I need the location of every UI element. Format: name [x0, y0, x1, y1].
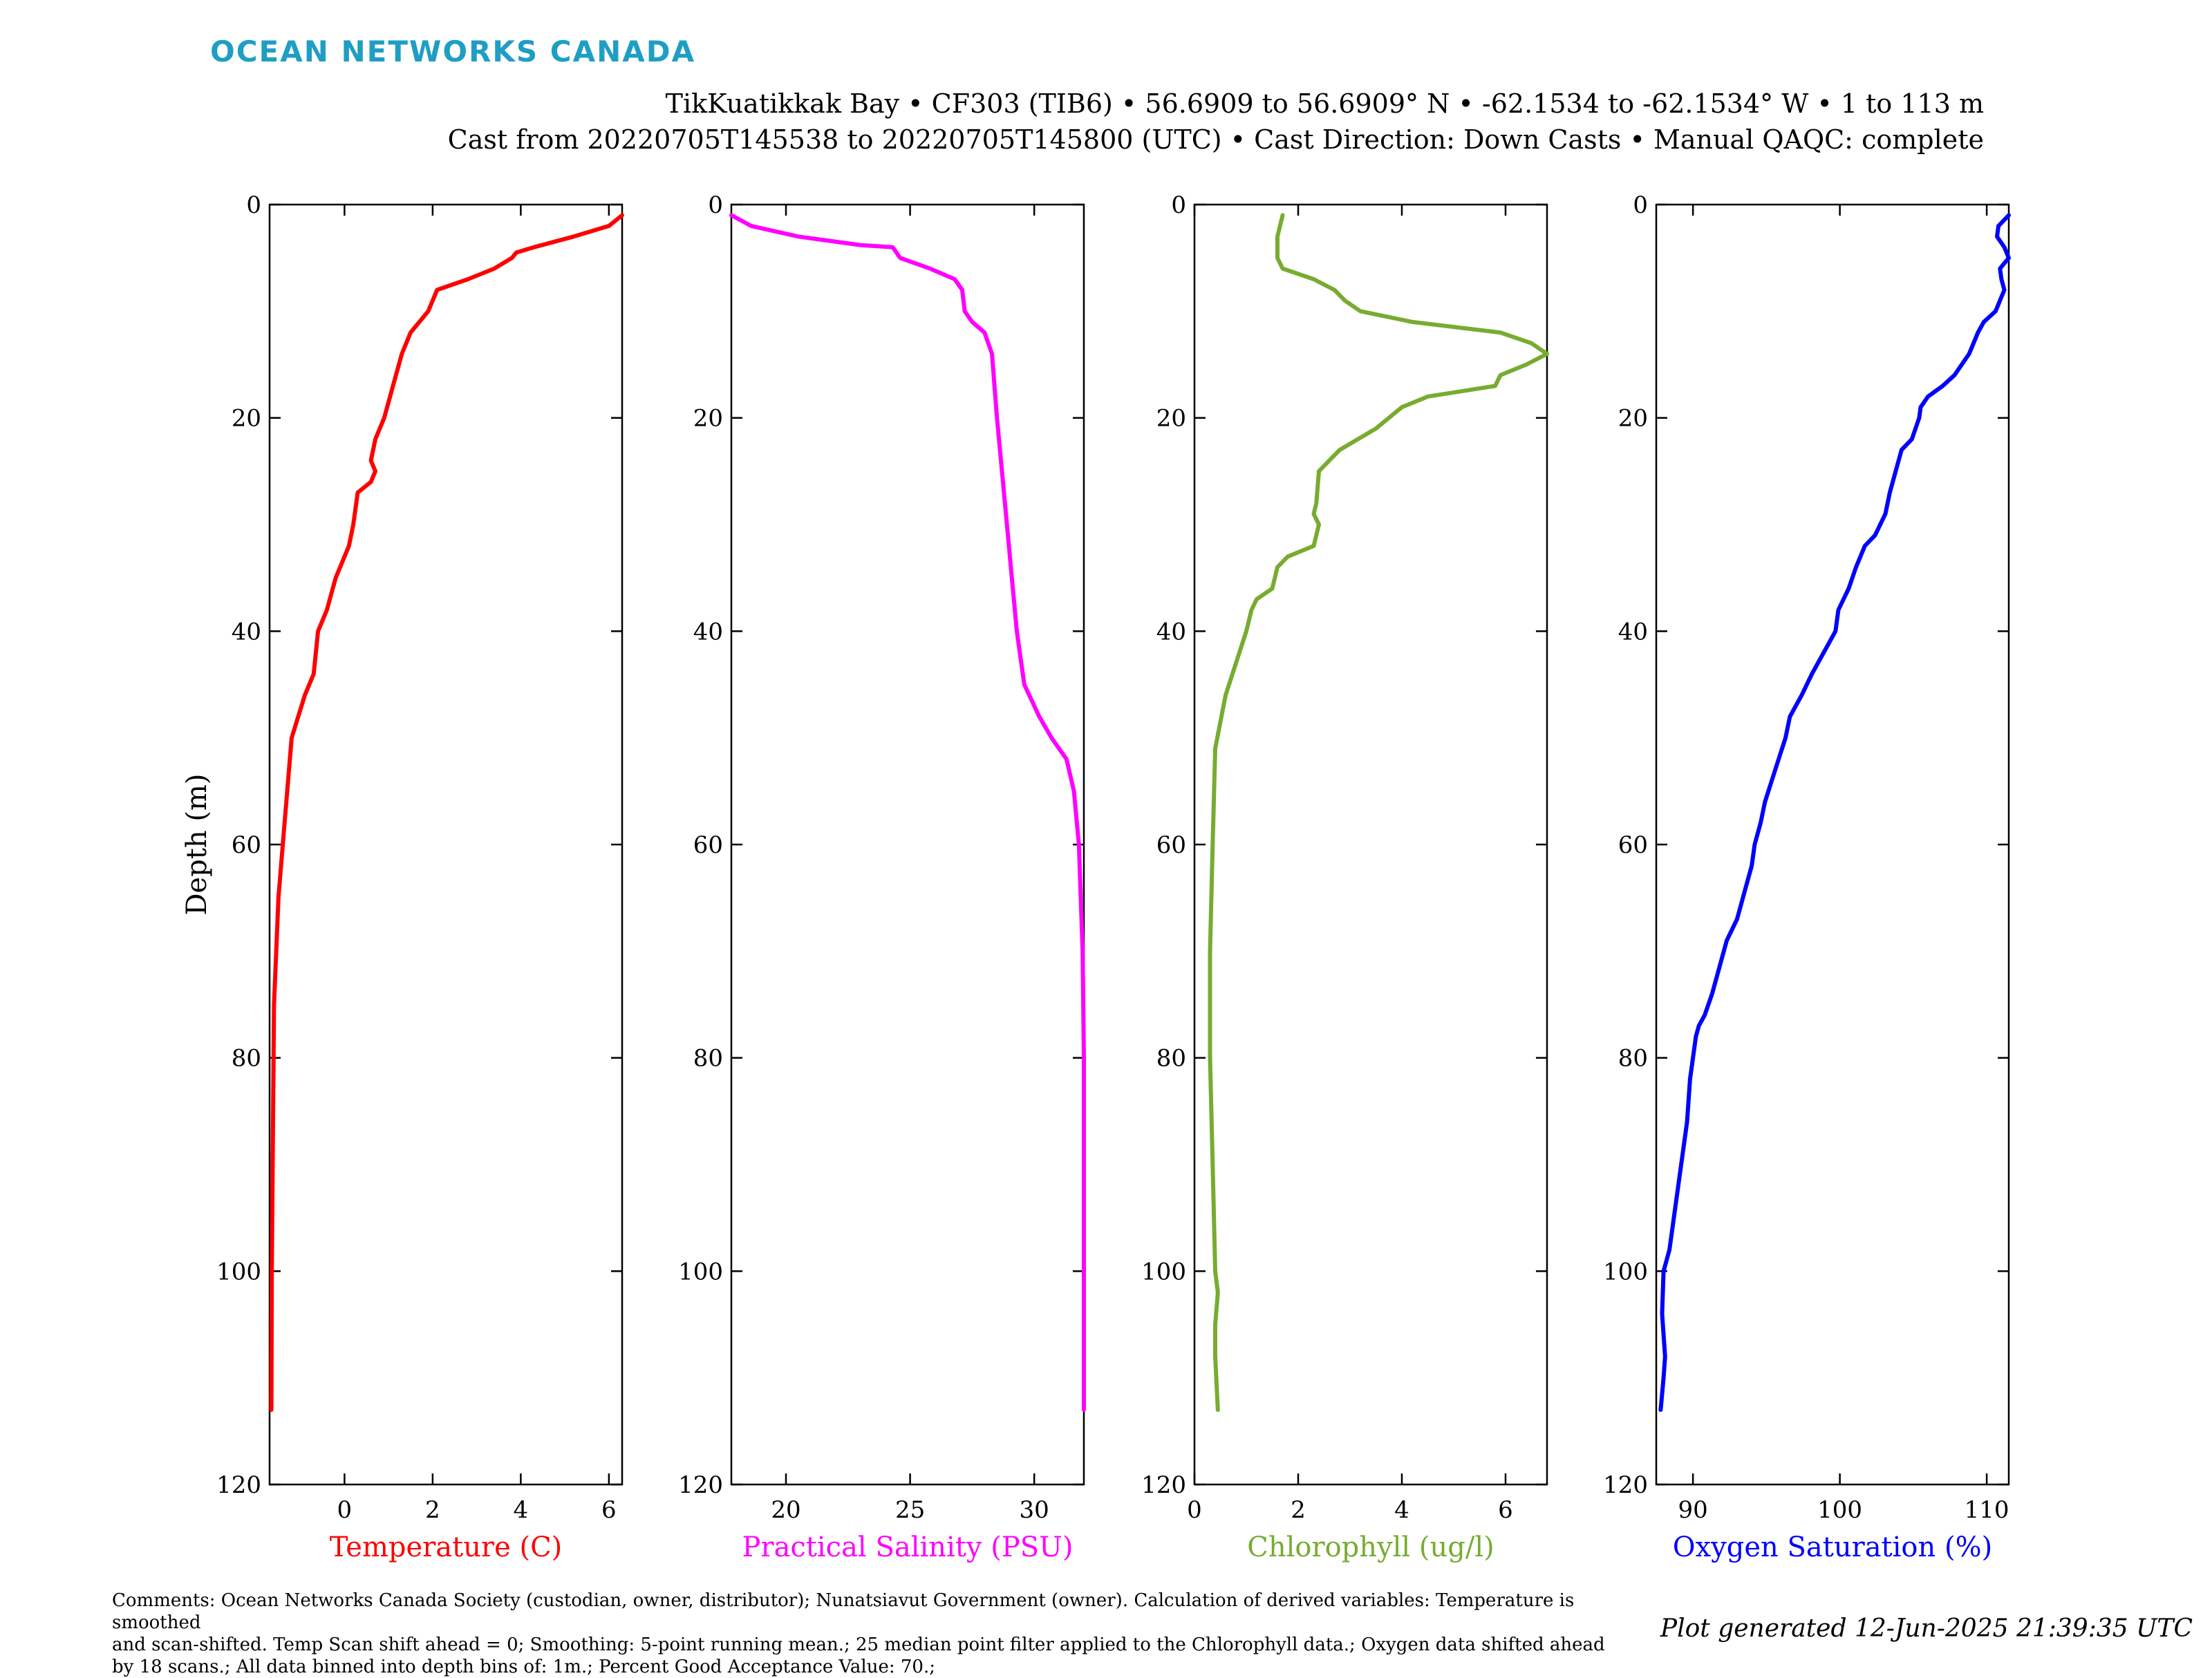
y-tick-label: 120 [678, 1471, 723, 1499]
y-tick-label: 60 [693, 831, 723, 859]
x-tick-label: 0 [337, 1496, 353, 1524]
ocean-networks-canada-logo: OCEAN NETWORKS CANADA [210, 35, 696, 68]
x-tick-label: 30 [1020, 1496, 1049, 1524]
y-tick-label: 100 [1141, 1258, 1186, 1285]
y-tick-label: 100 [1603, 1258, 1648, 1285]
temperature-axis-label: Temperature (C) [330, 1531, 563, 1563]
x-tick-label: 90 [1678, 1496, 1707, 1524]
x-tick-label: 2 [1291, 1496, 1306, 1524]
oxygen-panel: 0 20 40 60 80 100 120 90 100 110 Oxygen Saturation… [1603, 191, 2011, 1563]
salinity-axes-box [730, 203, 1085, 1486]
y-tick-label: 100 [216, 1258, 261, 1285]
y-tick-label: 40 [693, 618, 723, 645]
y-tick-label: 80 [693, 1045, 723, 1073]
oxygen-profile-line [1658, 213, 2011, 1412]
temperature-profile-line [269, 213, 624, 1412]
y-tick-label: 20 [1156, 405, 1186, 433]
header-cast-line: Cast from 20220705T145538 to 20220705T14… [447, 124, 1984, 155]
y-tick-label: 80 [1618, 1045, 1648, 1073]
y-tick-label: 20 [232, 405, 261, 433]
x-tick-label: 2 [425, 1496, 440, 1524]
oxygen-axis-label: Oxygen Saturation (%) [1673, 1531, 1992, 1563]
chlorophyll-axes-box [1193, 203, 1548, 1486]
y-tick-label: 0 [1171, 191, 1186, 219]
x-tick-label: 20 [771, 1496, 800, 1524]
x-tick-label: 100 [1817, 1496, 1862, 1524]
y-tick-label: 0 [1633, 191, 1648, 219]
x-tick-label: 4 [1394, 1496, 1409, 1524]
comments-line-1: Comments: Ocean Networks Canada Society … [112, 1590, 1575, 1633]
plot-generated-timestamp: Plot generated 12-Jun-2025 21:39:35 UTC [1660, 1614, 2193, 1643]
y-tick-label: 60 [232, 831, 261, 859]
comments-line-3: by 18 scans.; All data binned into depth… [112, 1657, 935, 1677]
y-tick-label: 60 [1618, 831, 1648, 859]
salinity-profile-line [729, 213, 1086, 1412]
salinity-panel: 0 20 40 60 80 100 120 20 25 30 Practical Salinity … [678, 191, 1086, 1563]
y-tick-label: 120 [216, 1471, 261, 1499]
temperature-axes-box [268, 203, 624, 1486]
y-tick-label: 40 [232, 618, 261, 645]
header-location-line: TikKuatikkak Bay • CF303 (TIB6) • 56.690… [665, 88, 1984, 119]
oxygen-axes-box [1655, 203, 2010, 1486]
comments-block: Comments: Ocean Networks Canada Society … [112, 1590, 1653, 1678]
y-tick-label: 40 [1618, 618, 1648, 645]
chlorophyll-profile-line [1208, 213, 1549, 1412]
y-tick-label: 100 [678, 1258, 723, 1285]
y-tick-label: 60 [1156, 831, 1186, 859]
comments-line-2: and scan-shifted. Temp Scan shift ahead … [112, 1634, 1605, 1655]
x-tick-label: 110 [1965, 1496, 2009, 1524]
y-tick-label: 20 [1618, 405, 1648, 433]
y-tick-label: 0 [246, 191, 261, 219]
depth-axis-label: Depth (m) [181, 773, 213, 915]
y-tick-label: 0 [708, 191, 723, 219]
y-tick-label: 80 [232, 1045, 261, 1073]
x-tick-label: 6 [1498, 1496, 1513, 1524]
x-tick-label: 4 [514, 1496, 529, 1524]
temperature-panel: 0 20 40 60 80 100 120 0 2 4 6 Temperature (C) Depth … [181, 191, 624, 1563]
x-tick-label: 25 [895, 1496, 925, 1524]
y-tick-label: 80 [1156, 1045, 1186, 1073]
y-tick-label: 120 [1603, 1471, 1648, 1499]
y-tick-label: 120 [1141, 1471, 1186, 1499]
x-tick-label: 0 [1187, 1496, 1202, 1524]
x-tick-label: 6 [601, 1496, 617, 1524]
y-tick-label: 40 [1156, 618, 1186, 645]
chlorophyll-axis-label: Chlorophyll (ug/l) [1247, 1531, 1494, 1563]
y-tick-label: 20 [693, 405, 723, 433]
salinity-axis-label: Practical Salinity (PSU) [742, 1531, 1074, 1563]
